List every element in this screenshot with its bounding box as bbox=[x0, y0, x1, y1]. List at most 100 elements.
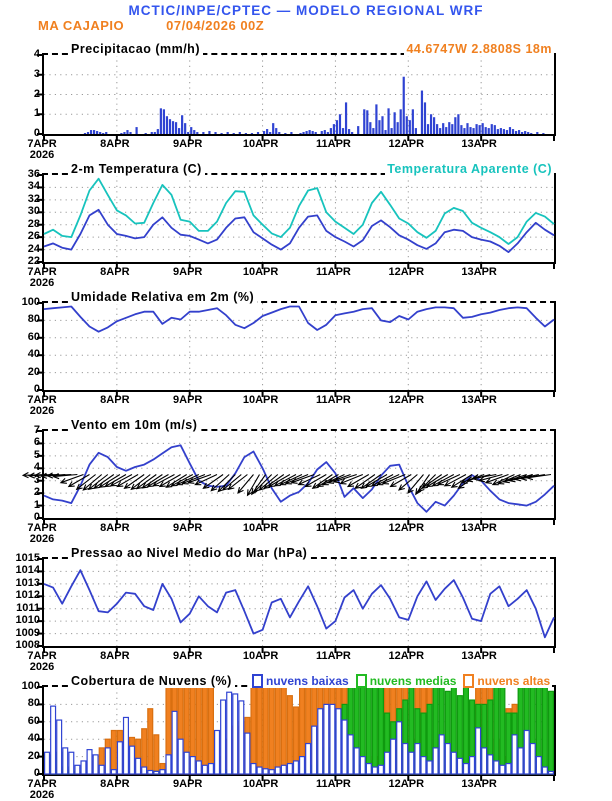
y-tick-label: 60 bbox=[27, 714, 40, 727]
page-title: MCTIC/INPE/CPTEC — MODELO REGIONAL WRF bbox=[128, 3, 484, 18]
x-tick-label: 10APR bbox=[242, 522, 279, 534]
y-tick-label: 40 bbox=[27, 348, 40, 361]
apparent-temperature-title: Temperatura Aparente (C) bbox=[385, 162, 554, 176]
x-axis-year-label: 2026 bbox=[29, 405, 55, 417]
high-clouds-swatch-icon bbox=[463, 674, 475, 688]
x-tick-label: 7APR bbox=[27, 522, 57, 534]
legend-item-low-clouds: nuvens baixas bbox=[252, 674, 349, 688]
x-tick-label: 7APR bbox=[27, 650, 57, 662]
y-tick-label: 1013 bbox=[15, 576, 40, 589]
run-info-row: MA CAJAPIO 07/04/2026 00Z bbox=[38, 18, 612, 33]
x-axis-year-label: 2026 bbox=[29, 149, 55, 161]
y-tick-label: 1012 bbox=[15, 589, 40, 602]
x-tick-label: 10APR bbox=[242, 394, 279, 406]
panel-humidity: Umidade Relativa em 2m (%) 0 20 40 60 80 100 … bbox=[22, 286, 556, 417]
x-tick-label: 13APR bbox=[461, 266, 497, 278]
x-tick-label: 10APR bbox=[242, 266, 279, 278]
y-tick-label: 0 bbox=[33, 767, 40, 779]
chart-canvas-clouds bbox=[37, 686, 555, 781]
precipitation-plot-area: Precipitacao (mm/h) 44.6747W 2.8808S 18m… bbox=[34, 42, 556, 141]
x-tick-label: 9APR bbox=[173, 394, 203, 406]
x-axis-year-label: 2026 bbox=[29, 533, 55, 545]
x-tick-label: 8APR bbox=[100, 650, 130, 662]
cloud-legend: nuvens baixas nuvens medias nuvens altas bbox=[250, 674, 553, 688]
y-tick-label: 4 bbox=[33, 461, 40, 474]
x-tick-label: 12APR bbox=[388, 394, 425, 406]
x-tick-label: 8APR bbox=[100, 266, 130, 278]
y-tick-label: 100 bbox=[21, 680, 40, 692]
y-tick-label: 1008 bbox=[15, 639, 40, 651]
y-tick-label: 1010 bbox=[15, 614, 40, 627]
x-tick-label: 8APR bbox=[100, 138, 130, 150]
mid-clouds-swatch-icon bbox=[355, 674, 367, 688]
x-tick-label: 7APR bbox=[27, 266, 57, 278]
x-axis-temperature: 7APR 8APR 9APR 10APR 11APR 12APR 13APR 2026 bbox=[27, 264, 552, 289]
x-tick-label: 9APR bbox=[173, 266, 203, 278]
cloud-cover-plot-area: Cobertura de Nuvens (%) nuvens baixas nu… bbox=[22, 674, 556, 781]
x-axis-humidity: 7APR 8APR 9APR 10APR 11APR 12APR 13APR 2026 bbox=[27, 392, 552, 417]
y-tick-label: 26 bbox=[27, 230, 40, 243]
y-tick-label: 32 bbox=[27, 192, 40, 205]
y-tick-label: 4 bbox=[33, 48, 40, 60]
station-label: MA CAJAPIO bbox=[38, 18, 125, 33]
low-clouds-label: nuvens baixas bbox=[266, 674, 349, 688]
x-tick-label: 8APR bbox=[100, 778, 130, 790]
temperature-plot-area: 2-m Temperatura (C) Temperatura Aparente… bbox=[28, 162, 556, 269]
chart-canvas-wind bbox=[21, 430, 555, 525]
x-tick-label: 11APR bbox=[315, 522, 351, 534]
y-tick-label: 7 bbox=[33, 424, 40, 436]
y-tick-label: 34 bbox=[27, 180, 40, 193]
y-tick-label: 30 bbox=[27, 205, 40, 218]
y-tick-label: 80 bbox=[27, 313, 40, 326]
humidity-plot-area: Umidade Relativa em 2m (%) 0 20 40 60 80 100 bbox=[22, 290, 556, 397]
y-tick-label: 22 bbox=[27, 255, 40, 267]
y-tick-label: 1 bbox=[33, 107, 40, 120]
humidity-title: Umidade Relativa em 2m (%) bbox=[68, 290, 258, 304]
x-tick-label: 11APR bbox=[315, 394, 351, 406]
chart-canvas-precipitation bbox=[37, 54, 555, 141]
panel-temperature: 2-m Temperatura (C) Temperatura Aparente… bbox=[27, 158, 556, 289]
y-tick-label: 80 bbox=[27, 697, 40, 710]
y-tick-label: 28 bbox=[27, 217, 40, 230]
x-tick-label: 7APR bbox=[27, 778, 57, 790]
x-tick-label: 13APR bbox=[461, 778, 497, 790]
chart-canvas-temperature bbox=[37, 174, 555, 269]
x-tick-label: 11APR bbox=[315, 650, 351, 662]
high-clouds-label: nuvens altas bbox=[477, 674, 551, 688]
x-axis-pressure: 7APR 8APR 9APR 10APR 11APR 12APR 13APR 2026 bbox=[27, 648, 552, 673]
x-axis-year-label: 2026 bbox=[29, 661, 55, 673]
x-tick-label: 12APR bbox=[388, 778, 425, 790]
x-tick-label: 10APR bbox=[242, 650, 279, 662]
y-tick-label: 60 bbox=[27, 330, 40, 343]
x-tick-label: 13APR bbox=[461, 138, 497, 150]
panel-cloud-cover: Cobertura de Nuvens (%) nuvens baixas nu… bbox=[22, 670, 556, 801]
x-tick-label: 13APR bbox=[461, 394, 497, 406]
wind-title: Vento em 10m (m/s) bbox=[68, 418, 201, 432]
x-tick-label: 13APR bbox=[461, 650, 497, 662]
y-tick-label: 2 bbox=[33, 486, 40, 499]
mid-clouds-label: nuvens medias bbox=[369, 674, 457, 688]
x-tick-label: 9APR bbox=[173, 650, 203, 662]
location-label: 44.6747W 2.8808S 18m bbox=[404, 42, 554, 56]
x-axis-precipitation: 7APR 8APR 9APR 10APR 11APR 12APR 13APR 2026 bbox=[27, 136, 552, 161]
legend-item-mid-clouds: nuvens medias bbox=[355, 674, 457, 688]
x-tick-label: 10APR bbox=[242, 138, 279, 150]
x-axis-year-label: 2026 bbox=[29, 789, 55, 801]
y-tick-label: 20 bbox=[27, 365, 40, 378]
meteogram-page: MCTIC/INPE/CPTEC — MODELO REGIONAL WRF M… bbox=[0, 3, 612, 801]
y-tick-label: 1015 bbox=[15, 552, 40, 564]
x-tick-label: 11APR bbox=[315, 778, 351, 790]
y-tick-label: 1 bbox=[33, 498, 40, 511]
panel-pressure: Pressao ao Nivel Medio do Mar (hPa) 1008… bbox=[16, 542, 556, 673]
x-axis-cloud-cover: 7APR 8APR 9APR 10APR 11APR 12APR 13APR 2026 bbox=[27, 776, 552, 801]
y-tick-label: 24 bbox=[27, 242, 40, 255]
y-tick-label: 1009 bbox=[15, 626, 40, 639]
x-axis-wind: 7APR 8APR 9APR 10APR 11APR 12APR 13APR 2026 bbox=[27, 520, 552, 545]
y-tick-label: 36 bbox=[27, 168, 40, 180]
y-tick-label: 20 bbox=[27, 749, 40, 762]
x-tick-label: 13APR bbox=[461, 522, 497, 534]
pressure-plot-area: Pressao ao Nivel Medio do Mar (hPa) 1008… bbox=[16, 546, 556, 653]
y-tick-label: 5 bbox=[33, 448, 40, 461]
